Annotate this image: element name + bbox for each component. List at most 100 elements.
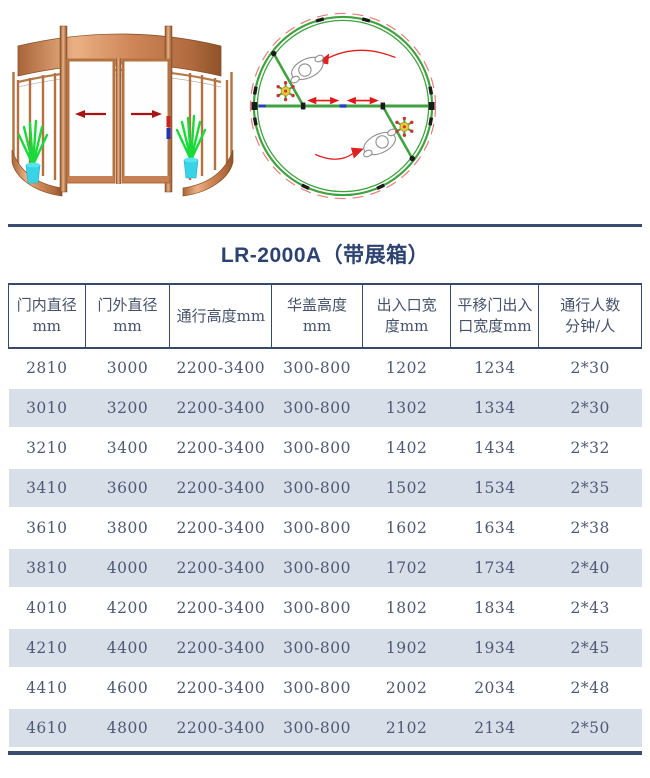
table-cell: 1802 — [362, 587, 451, 629]
table-cell: 300-800 — [271, 587, 363, 629]
rotation-arrow-bottom-icon — [315, 147, 364, 160]
left-door-rail — [68, 176, 114, 182]
table-cell: 4200 — [85, 587, 170, 629]
table-cell: 1634 — [450, 507, 539, 549]
table-cell: 300-800 — [271, 627, 363, 669]
table-row: 3610 3800 2200-3400 300-800 1602 1634 2*… — [8, 507, 642, 549]
table-cell: 3600 — [85, 467, 170, 509]
table-cell: 300-800 — [271, 707, 363, 749]
revolving-door-front-view-icon — [11, 25, 234, 197]
table-cell: 3610 — [8, 507, 86, 549]
table-cell: 2200-3400 — [169, 707, 272, 749]
table-cell: 4410 — [8, 667, 86, 709]
table-cell: 1334 — [450, 387, 539, 429]
table-cell: 1934 — [450, 627, 539, 669]
spec-table: 门内直径 mm 门外直径 mm 通行高度mm 华盖高度 mm 出入口宽 度mm … — [8, 283, 642, 749]
table-cell: 4010 — [8, 587, 86, 629]
table-row: 4010 4200 2200-3400 300-800 1802 1834 2*… — [8, 587, 642, 629]
table-cell: 1902 — [362, 627, 451, 669]
table-cell: 2200-3400 — [169, 387, 272, 429]
table-cell: 1834 — [450, 587, 539, 629]
table-cell: 2034 — [450, 667, 539, 709]
table-cell: 2200-3400 — [169, 547, 272, 589]
table-cell: 300-800 — [271, 667, 363, 709]
top-rule — [8, 224, 642, 227]
header-throughput: 通行人数 分钟/人 — [538, 283, 642, 349]
table-cell: 4400 — [85, 627, 170, 669]
table-cell: 2200-3400 — [169, 427, 272, 469]
left-front-post — [59, 25, 68, 193]
table-cell: 2002 — [362, 667, 451, 709]
table-cell: 2134 — [450, 707, 539, 749]
slide-double-arrow-right-icon — [346, 96, 379, 105]
bottom-rule — [8, 751, 642, 755]
wall-joints — [251, 50, 435, 162]
door-open-left-arrow-icon — [75, 110, 106, 118]
right-wing-mullions — [188, 72, 233, 180]
table-cell: 2200-3400 — [169, 347, 272, 389]
header-inner-diameter: 门内直径 mm — [8, 283, 86, 349]
left-plant-icon — [17, 119, 49, 184]
center-mullion — [116, 58, 121, 184]
plan-outer-dashed-circle — [249, 12, 437, 200]
plan-wing-upper-left — [272, 52, 305, 107]
table-cell: 2*45 — [538, 627, 642, 669]
table-cell: 1302 — [362, 387, 451, 429]
table-row: 2810 3000 2200-3400 300-800 1202 1234 2*… — [8, 347, 642, 389]
table-cell: 2*30 — [538, 347, 642, 389]
table-cell: 1734 — [450, 547, 539, 589]
table-cell: 2810 — [8, 347, 86, 389]
table-row: 3810 4000 2200-3400 300-800 1702 1734 2*… — [8, 547, 642, 589]
right-base-band — [182, 149, 234, 197]
table-cell: 2*40 — [538, 547, 642, 589]
table-cell: 2*30 — [538, 387, 642, 429]
table-cell: 2*32 — [538, 427, 642, 469]
table-cell: 3800 — [85, 507, 170, 549]
table-cell: 2200-3400 — [169, 587, 272, 629]
table-cell: 300-800 — [271, 547, 363, 589]
table-cell: 1202 — [362, 347, 451, 389]
table-row: 3210 3400 2200-3400 300-800 1402 1434 2*… — [8, 427, 642, 469]
sensor-marks — [258, 104, 347, 108]
header-canopy-height: 华盖高度 mm — [271, 283, 363, 349]
table-cell: 2102 — [362, 707, 451, 749]
table-cell: 300-800 — [271, 347, 363, 389]
frame-ticks — [252, 17, 434, 191]
door-leaf-right — [121, 58, 171, 184]
table-cell: 3010 — [8, 387, 86, 429]
table-cell: 1434 — [450, 427, 539, 469]
table-cell: 2*35 — [538, 467, 642, 509]
table-cell: 2200-3400 — [169, 667, 272, 709]
table-cell: 300-800 — [271, 427, 363, 469]
table-cell: 300-800 — [271, 507, 363, 549]
table-row: 4410 4600 2200-3400 300-800 2002 2034 2*… — [8, 667, 642, 709]
plan-plant-right-icon — [395, 116, 414, 137]
door-open-right-arrow-icon — [131, 110, 162, 118]
table-cell: 3000 — [85, 347, 170, 389]
table-cell: 1702 — [362, 547, 451, 589]
header-sliding-door-width: 平移门出入 口宽度mm — [450, 283, 540, 349]
table-row: 3410 3600 2200-3400 300-800 1502 1534 2*… — [8, 467, 642, 509]
right-plant-icon — [175, 114, 207, 179]
table-cell: 300-800 — [271, 467, 363, 509]
table-cell: 2*48 — [538, 667, 642, 709]
right-door-rail — [123, 176, 169, 182]
pedestrian-top-icon — [290, 54, 324, 84]
slide-double-arrow-left-icon — [307, 96, 340, 105]
table-cell: 4600 — [85, 667, 170, 709]
table-cell: 2200-3400 — [169, 627, 272, 669]
table-cell: 4000 — [85, 547, 170, 589]
table-cell: 1234 — [450, 347, 539, 389]
table-cell: 3210 — [8, 427, 86, 469]
control-sticker — [166, 116, 171, 139]
table-cell: 1534 — [450, 467, 539, 509]
table-cell: 1402 — [362, 427, 451, 469]
plan-plant-left-icon — [276, 81, 295, 102]
illustration-row — [0, 0, 650, 208]
door-leaf-left — [66, 58, 116, 184]
table-cell: 3410 — [8, 467, 86, 509]
spec-table-header: 门内直径 mm 门外直径 mm 通行高度mm 华盖高度 mm 出入口宽 度mm … — [8, 283, 642, 349]
table-cell: 4800 — [85, 707, 170, 749]
revolving-door-plan-view-icon — [249, 12, 437, 200]
